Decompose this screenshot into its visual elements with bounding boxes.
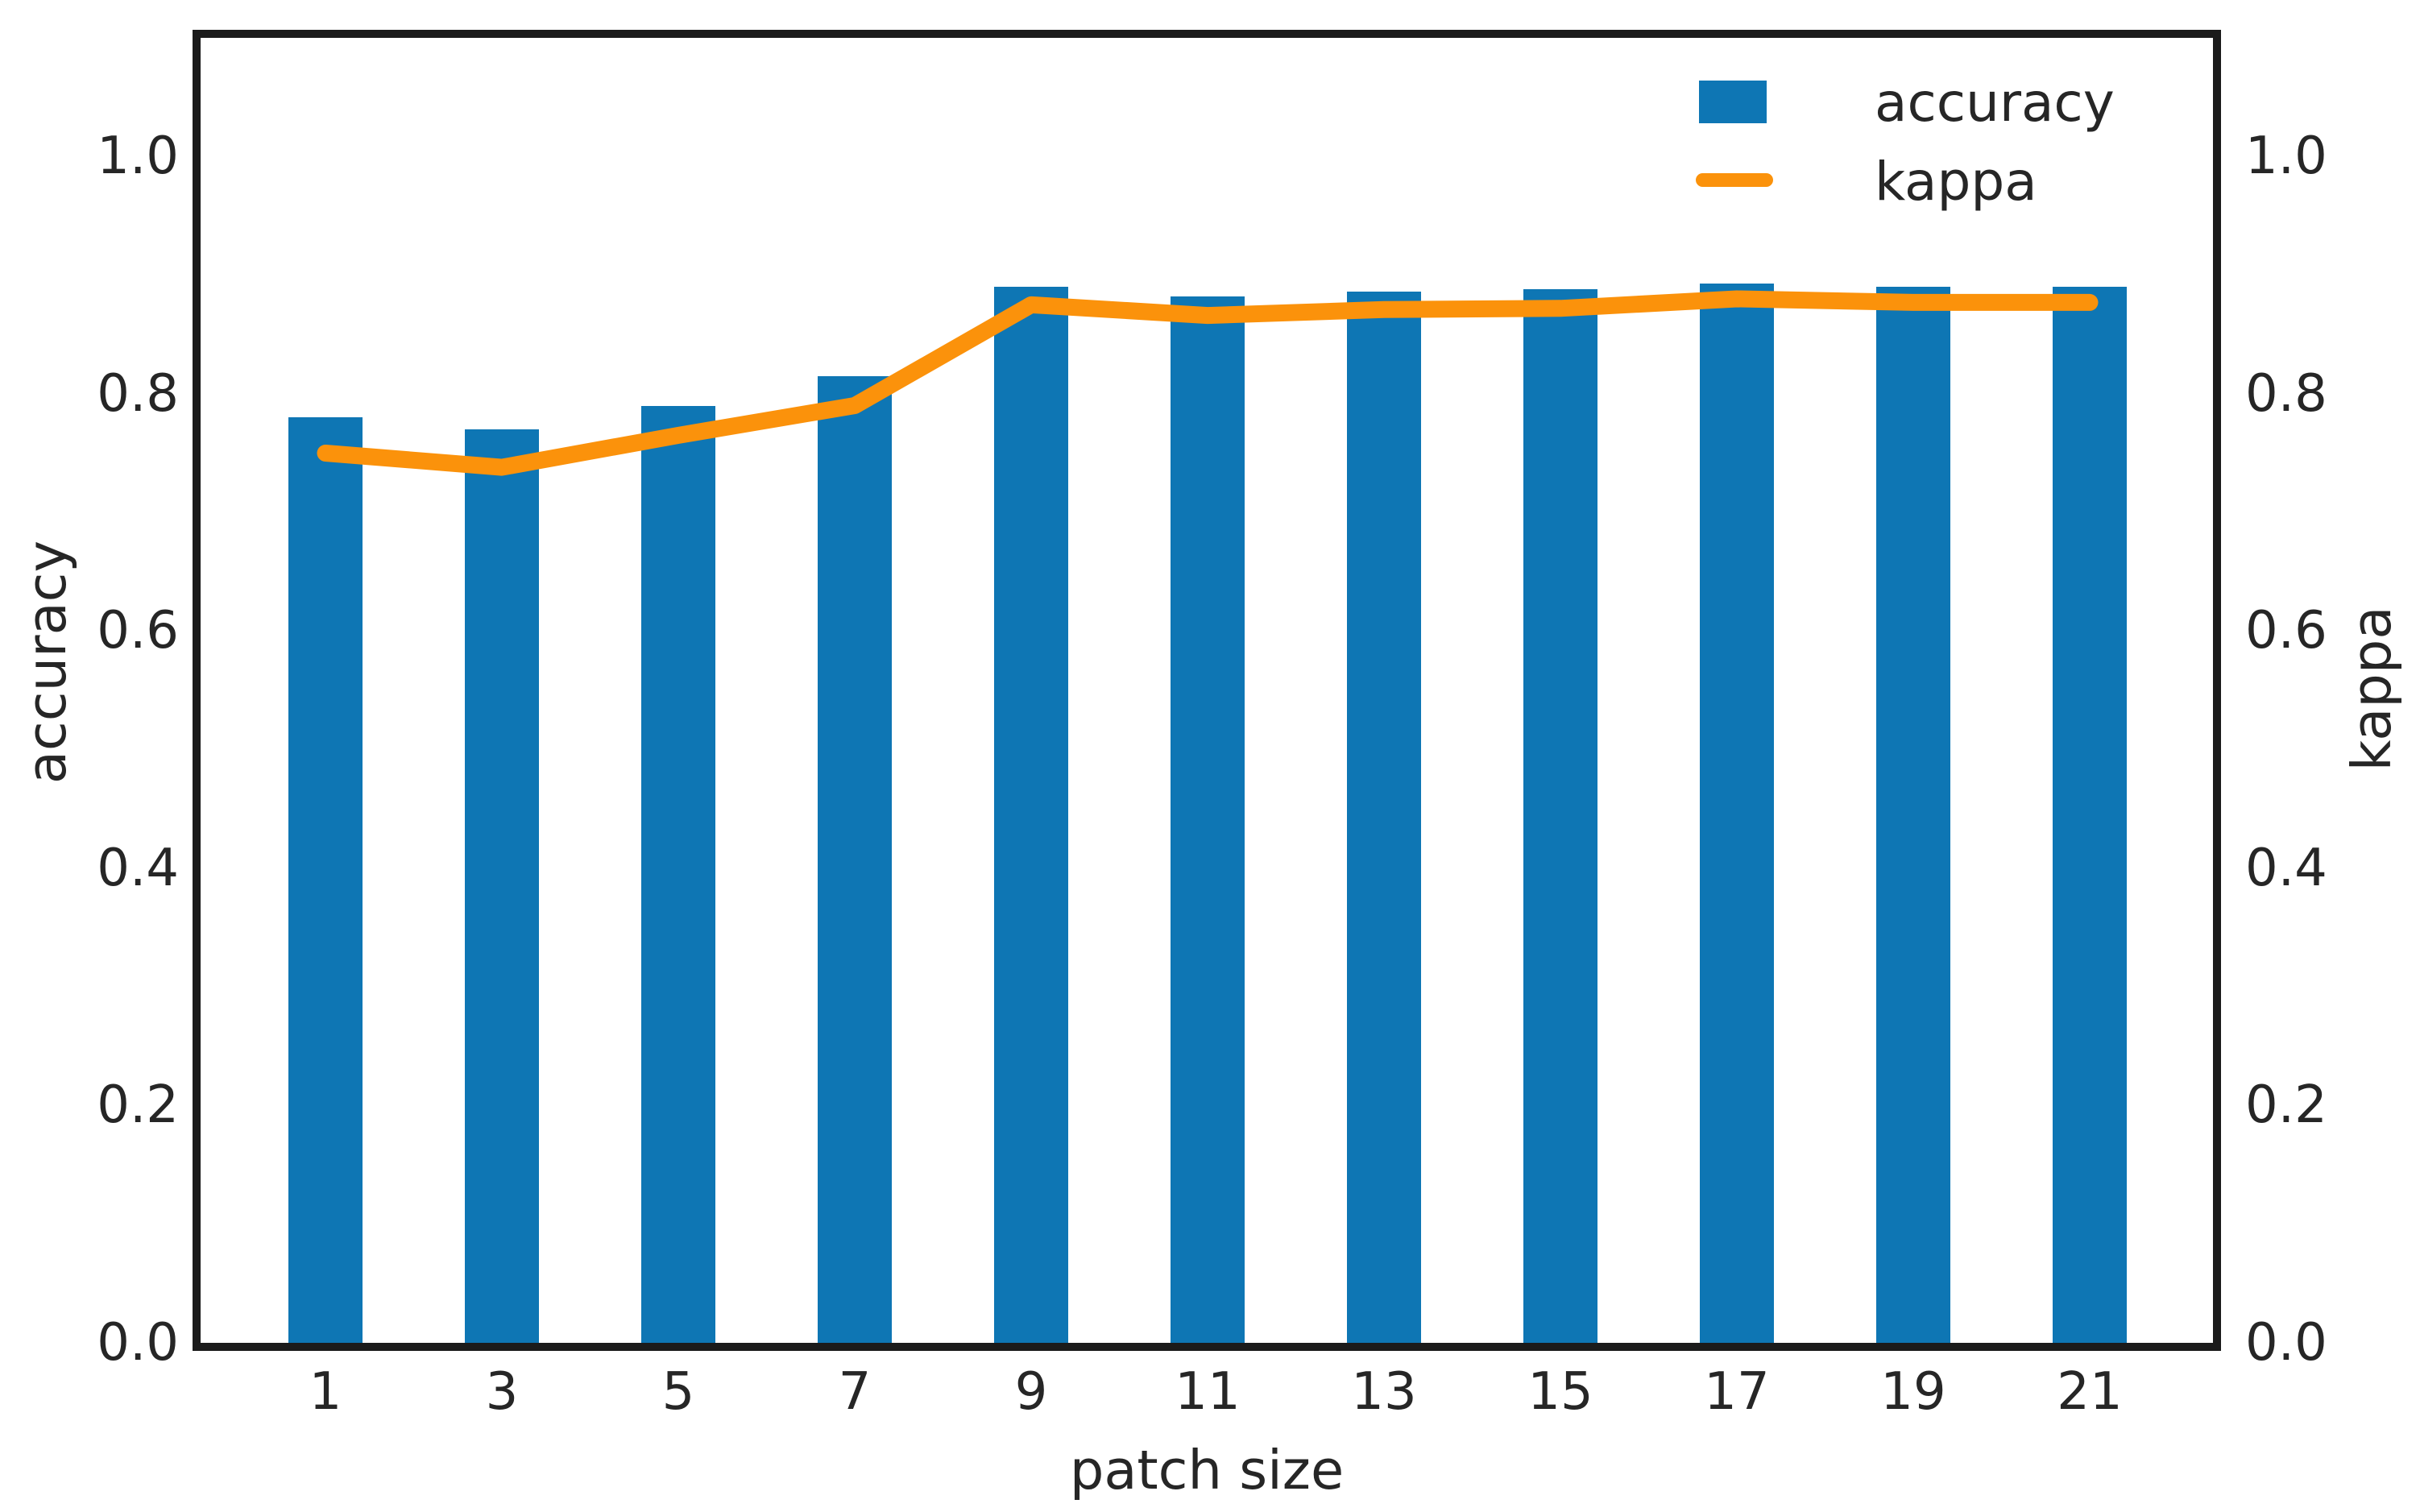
kappa-line xyxy=(317,290,2099,476)
left-axis-title: accuracy xyxy=(15,540,78,785)
plot-area: accuracy kappa xyxy=(193,30,2221,1351)
y-tick-left-0.0: 0.0 xyxy=(97,1313,179,1373)
y-tick-right-0.0: 0.0 xyxy=(2245,1313,2327,1373)
y-tick-right-0.8: 0.8 xyxy=(2245,363,2327,424)
x-tick-11: 11 xyxy=(1175,1362,1241,1422)
accuracy-bar-patch-7 xyxy=(818,375,892,1343)
accuracy-bar-patch-15 xyxy=(1523,289,1597,1343)
x-tick-7: 7 xyxy=(838,1362,872,1422)
x-tick-17: 17 xyxy=(1704,1362,1770,1422)
accuracy-bar-patch-1 xyxy=(288,417,363,1343)
legend-label-kappa: kappa xyxy=(1875,151,2037,213)
legend: accuracy kappa xyxy=(201,38,2213,1343)
x-tick-5: 5 xyxy=(661,1362,695,1422)
kappa-polyline xyxy=(317,290,2099,476)
y-tick-right-1.0: 1.0 xyxy=(2245,126,2327,187)
accuracy-bar-patch-3 xyxy=(465,429,539,1343)
accuracy-bar-patch-13 xyxy=(1347,292,1421,1343)
x-tick-3: 3 xyxy=(485,1362,519,1422)
x-axis-title: patch size xyxy=(1069,1439,1345,1502)
y-tick-right-0.6: 0.6 xyxy=(2245,601,2327,661)
x-tick-19: 19 xyxy=(1880,1362,1946,1422)
accuracy-bars-layer xyxy=(201,38,2213,1343)
accuracy-bar-patch-17 xyxy=(1700,283,1774,1343)
x-tick-1: 1 xyxy=(309,1362,342,1422)
y-tick-left-0.2: 0.2 xyxy=(97,1075,179,1136)
legend-swatch-kappa-line xyxy=(1696,173,1773,187)
y-tick-right-0.2: 0.2 xyxy=(2245,1075,2327,1136)
y-tick-left-0.8: 0.8 xyxy=(97,363,179,424)
x-tick-21: 21 xyxy=(2057,1362,2123,1422)
legend-swatch-accuracy-rect xyxy=(1699,81,1767,123)
y-tick-left-0.6: 0.6 xyxy=(97,601,179,661)
accuracy-bar-patch-21 xyxy=(2053,287,2127,1343)
accuracy-bar-patch-11 xyxy=(1171,296,1245,1343)
accuracy-bar-patch-5 xyxy=(641,405,715,1343)
y-tick-left-0.4: 0.4 xyxy=(97,838,179,898)
legend-label-accuracy: accuracy xyxy=(1875,72,2115,134)
accuracy-bar-patch-9 xyxy=(994,287,1068,1343)
y-tick-left-1.0: 1.0 xyxy=(97,126,179,187)
x-tick-9: 9 xyxy=(1014,1362,1048,1422)
y-tick-right-0.4: 0.4 xyxy=(2245,838,2327,898)
x-tick-15: 15 xyxy=(1527,1362,1593,1422)
accuracy-bar-patch-19 xyxy=(1876,287,1950,1343)
x-tick-13: 13 xyxy=(1351,1362,1417,1422)
